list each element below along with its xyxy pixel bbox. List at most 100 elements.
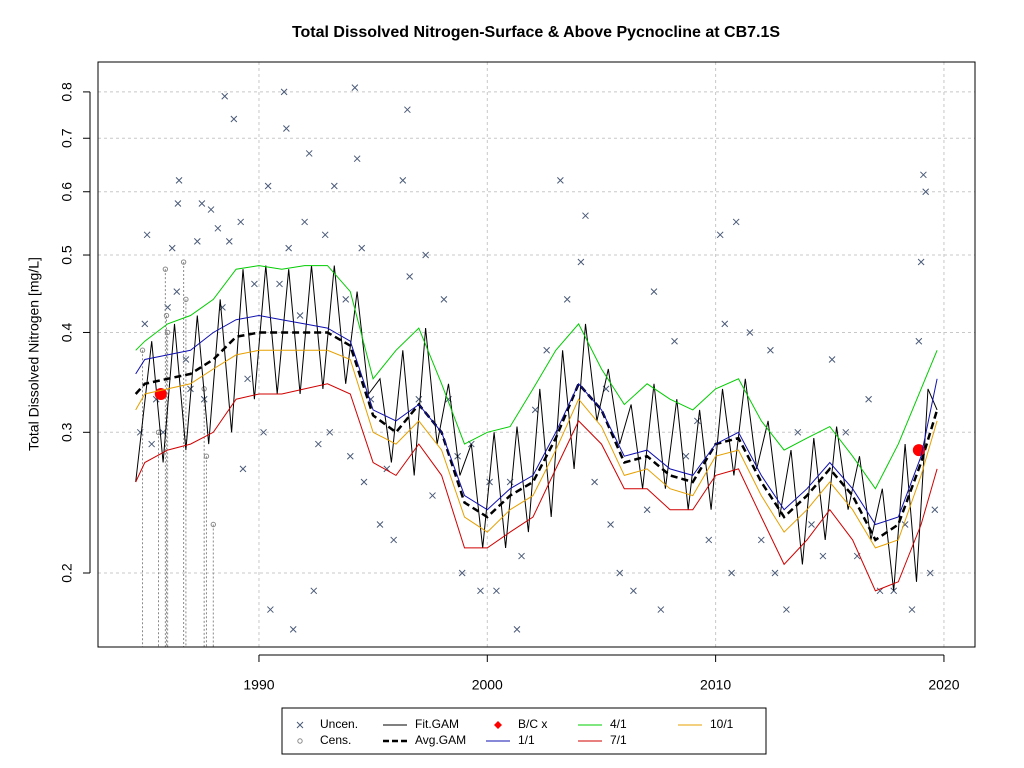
- x-marker: [746, 329, 754, 336]
- x-marker: [543, 346, 551, 354]
- legend-label: 4/1: [610, 717, 627, 731]
- x-marker: [143, 231, 151, 239]
- x-marker: [175, 177, 183, 184]
- x-marker: [794, 428, 802, 436]
- x-marker: [643, 506, 651, 514]
- y-tick-label: 0.5: [59, 245, 75, 265]
- x-marker: [305, 150, 313, 157]
- x-marker: [616, 569, 624, 577]
- legend-label: Fit.GAM: [415, 717, 459, 731]
- x-marker: [922, 188, 930, 196]
- x-marker: [353, 155, 361, 163]
- x-marker: [260, 428, 267, 436]
- x-marker: [406, 273, 414, 280]
- circle-marker: [139, 347, 146, 353]
- y-tick-label: 0.6: [59, 182, 75, 202]
- x-marker: [819, 552, 827, 560]
- x-marker: [607, 521, 614, 528]
- x-marker: [193, 238, 201, 245]
- x-marker: [842, 428, 850, 436]
- x-marker: [865, 395, 872, 403]
- x-marker: [174, 200, 182, 207]
- x-marker: [376, 521, 384, 528]
- x-marker: [276, 280, 283, 288]
- x-marker: [399, 177, 407, 184]
- x-marker: [650, 288, 658, 295]
- legend-label: 1/1: [518, 733, 535, 747]
- x-marker: [230, 115, 238, 123]
- y-axis-label: Total Dissolved Nitrogen [mg/L]: [26, 257, 42, 451]
- x-marker: [705, 536, 713, 544]
- x-tick-label: 2000: [472, 677, 503, 693]
- legend-label: Uncen.: [320, 717, 358, 731]
- circle-marker: [210, 521, 217, 528]
- x-marker: [168, 244, 176, 252]
- x-marker: [289, 626, 297, 633]
- x-marker: [557, 177, 564, 184]
- x-marker: [225, 238, 233, 245]
- x-marker: [330, 182, 338, 190]
- x-marker: [694, 417, 701, 425]
- x-marker: [237, 218, 245, 226]
- series-line: [135, 349, 938, 549]
- series-line: [135, 265, 938, 490]
- circle-marker: [163, 312, 170, 319]
- x-marker: [198, 200, 206, 207]
- circle-marker: [203, 453, 210, 459]
- x-marker: [404, 106, 411, 114]
- series-line: [135, 265, 938, 591]
- circle-marker: [183, 296, 189, 303]
- x-tick-label: 2010: [700, 677, 731, 693]
- x-marker: [342, 296, 350, 303]
- x-marker: [429, 492, 436, 499]
- circle-marker: [162, 266, 169, 272]
- x-marker: [415, 395, 423, 403]
- x-marker: [351, 84, 359, 91]
- x-marker: [721, 320, 729, 328]
- x-marker: [563, 296, 571, 303]
- y-tick-label: 0.2: [59, 563, 75, 583]
- x-marker: [173, 288, 181, 295]
- legend-label: 7/1: [610, 733, 627, 747]
- x-marker: [440, 296, 448, 303]
- x-marker: [264, 182, 272, 190]
- x-marker: [214, 224, 222, 232]
- x-marker: [283, 125, 290, 132]
- x-marker: [141, 320, 149, 328]
- legend-label: Avg.GAM: [415, 733, 466, 747]
- x-marker: [908, 606, 916, 613]
- series-line: [135, 383, 938, 592]
- x-marker: [728, 569, 735, 577]
- x-marker: [207, 206, 215, 213]
- legend-symbol: [297, 738, 303, 744]
- x-marker: [187, 385, 194, 393]
- y-tick-label: 0.7: [59, 128, 75, 148]
- y-tick-label: 0.3: [59, 422, 75, 442]
- series-line: [134, 331, 939, 542]
- x-marker: [767, 346, 774, 354]
- x-marker: [358, 244, 366, 252]
- x-marker: [682, 452, 690, 460]
- x-marker: [296, 721, 304, 729]
- x-marker: [513, 626, 521, 633]
- x-marker: [591, 478, 598, 486]
- x-marker: [926, 569, 934, 577]
- y-tick-label: 0.8: [59, 82, 75, 102]
- x-marker: [239, 465, 247, 473]
- x-marker: [321, 231, 329, 239]
- legend-label: 10/1: [710, 717, 734, 731]
- x-marker: [531, 406, 539, 414]
- x-tick-label: 1990: [243, 677, 274, 693]
- x-marker: [267, 606, 274, 613]
- x-marker: [422, 251, 430, 259]
- x-marker: [716, 231, 724, 239]
- x-marker: [458, 569, 466, 577]
- legend-label: Cens.: [320, 733, 351, 747]
- series-line: [135, 314, 938, 526]
- x-marker: [280, 88, 288, 96]
- x-marker: [876, 587, 884, 595]
- x-tick-label: 2020: [928, 677, 959, 693]
- x-marker: [671, 337, 678, 345]
- x-marker: [296, 312, 304, 319]
